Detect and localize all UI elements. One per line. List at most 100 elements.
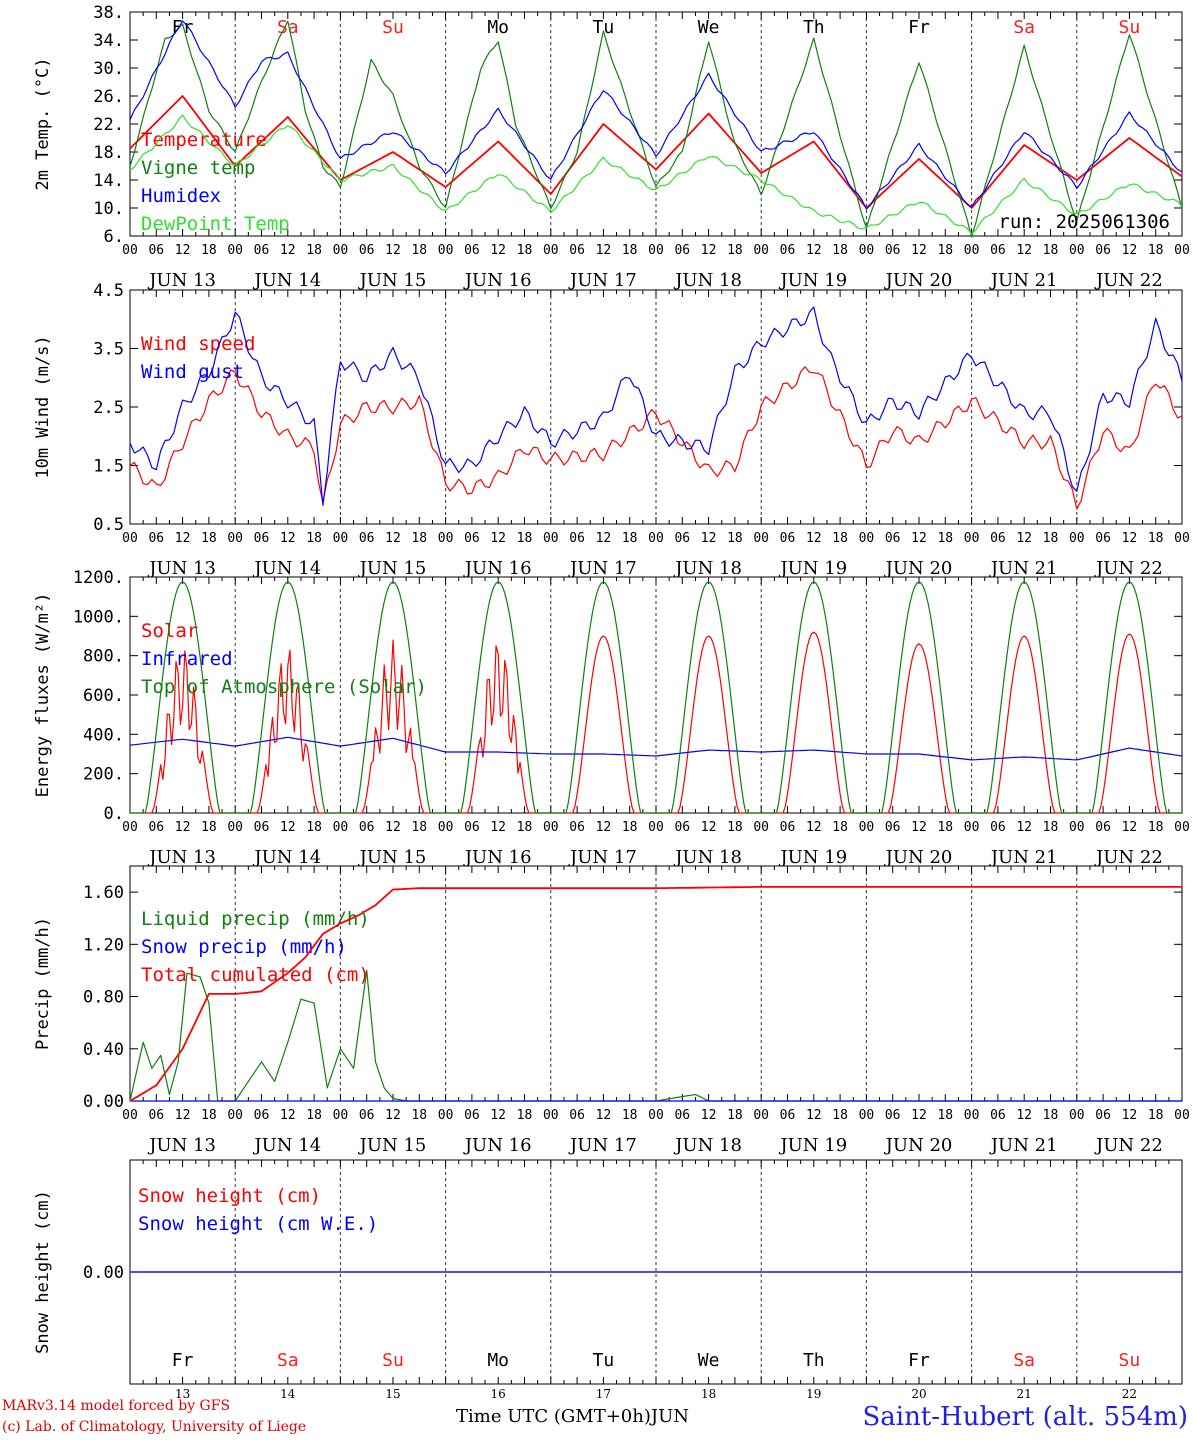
date-label: JUN 20 (884, 1135, 953, 1156)
date-label: JUN 14 (252, 1135, 321, 1156)
hour-tick-label: 12 (1016, 243, 1032, 258)
date-label: JUN 17 (568, 847, 637, 868)
y-tick-label: 26. (93, 87, 124, 107)
series-line-2-1 (129, 736, 1183, 761)
hour-tick-label: 12 (1122, 1108, 1138, 1123)
hour-tick-label: 12 (385, 1108, 401, 1123)
date-label: JUN 16 (463, 270, 532, 291)
y-tick-label: 800. (83, 647, 124, 667)
y-tick-label: 30. (93, 59, 124, 79)
hour-tick-label: 18 (832, 243, 848, 258)
hour-tick-label: 18 (727, 1108, 743, 1123)
hour-tick-label: 00 (1174, 243, 1190, 258)
hour-tick-label: 00 (333, 243, 349, 258)
hour-tick-label: 00 (1069, 243, 1085, 258)
y-axis-label: Snow height (cm) (33, 1190, 53, 1354)
day-number-label: 16 (491, 1387, 506, 1401)
hour-tick-label: 18 (517, 531, 533, 546)
y-tick-label: 6. (104, 227, 124, 247)
hour-tick-label: 00 (438, 820, 454, 835)
hour-tick-label: 18 (1043, 1108, 1059, 1123)
hour-tick-label: 06 (780, 243, 796, 258)
hour-tick-label: 12 (1016, 531, 1032, 546)
hour-tick-label: 00 (438, 243, 454, 258)
hour-tick-label: 18 (517, 243, 533, 258)
station-name: Saint-Hubert (alt. 554m) (862, 1402, 1188, 1432)
date-label: JUN 13 (147, 558, 216, 579)
day-number-label: 13 (175, 1387, 190, 1401)
weekday-label: Fr (908, 17, 930, 38)
hour-tick-label: 06 (780, 820, 796, 835)
y-tick-label: 1.20 (83, 935, 124, 955)
date-label: JUN 17 (568, 558, 637, 579)
hour-tick-label: 12 (911, 1108, 927, 1123)
hour-tick-label: 06 (990, 1108, 1006, 1123)
hour-tick-label: 12 (385, 531, 401, 546)
hour-tick-label: 06 (148, 1108, 164, 1123)
hour-tick-label: 12 (490, 820, 506, 835)
hour-tick-label: 00 (964, 820, 980, 835)
hour-tick-label: 18 (306, 243, 322, 258)
y-tick-label: 0.40 (83, 1040, 124, 1060)
hour-tick-label: 12 (175, 243, 191, 258)
y-tick-label: 0. (104, 804, 124, 824)
x-axis-month: JUN (650, 1406, 690, 1427)
date-label: JUN 14 (252, 558, 321, 579)
hour-tick-label: 00 (543, 820, 559, 835)
hour-tick-label: 06 (359, 243, 375, 258)
panel-4: 0.00 0.40 0.80 1.20 1.60 Precip (mm/h) 00 06 12 1… (33, 865, 1190, 1156)
hour-tick-label: 00 (964, 531, 980, 546)
y-axis-label: 2m Temp. (°C) (33, 57, 53, 190)
series-line-0-3 (129, 114, 1183, 235)
date-label: JUN 18 (673, 270, 742, 291)
legend-entry: Snow height (cm) (138, 1185, 321, 1207)
y-tick-label: 2.5 (93, 398, 124, 418)
hour-tick-label: 00 (227, 243, 243, 258)
hour-tick-label: 00 (859, 820, 875, 835)
day-number-label: 18 (701, 1387, 716, 1401)
y-tick-label: 600. (83, 686, 124, 706)
hour-tick-label: 06 (885, 243, 901, 258)
hour-tick-label: 06 (254, 820, 270, 835)
day-number-label: 15 (385, 1387, 400, 1401)
hour-tick-label: 12 (280, 820, 296, 835)
hour-tick-label: 18 (1148, 243, 1164, 258)
hour-tick-label: 00 (964, 243, 980, 258)
date-label: JUN 17 (568, 1135, 637, 1156)
weekday-label: Su (382, 17, 404, 38)
hour-tick-label: 00 (438, 531, 454, 546)
hour-tick-label: 18 (201, 243, 217, 258)
hour-tick-label: 00 (753, 243, 769, 258)
panel-3: 0. 200. 400. 600. 800. 1000. 1200. Energy fluxe… (33, 568, 1190, 868)
hour-tick-label: 18 (1148, 1108, 1164, 1123)
date-label: JUN 19 (778, 1135, 847, 1156)
hour-tick-label: 00 (859, 1108, 875, 1123)
y-tick-label: 4.5 (93, 281, 124, 301)
date-label: JUN 14 (252, 270, 321, 291)
hour-tick-label: 12 (175, 531, 191, 546)
hour-tick-label: 00 (438, 1108, 454, 1123)
y-axis-label: Precip (mm/h) (33, 917, 53, 1050)
hour-tick-label: 06 (359, 820, 375, 835)
y-tick-label: 0.80 (83, 988, 124, 1008)
hour-tick-label: 00 (227, 531, 243, 546)
x-axis-title: Time UTC (GMT+0h)JUN (456, 1406, 689, 1427)
hour-tick-label: 06 (1095, 1108, 1111, 1123)
panel-5: 0.00 Snow height (cm) Fr 13 Sa 14 Su 15 Mo 16 Tu 17… (33, 1159, 1183, 1401)
hour-tick-label: 06 (569, 243, 585, 258)
hour-tick-label: 18 (306, 531, 322, 546)
hour-tick-label: 00 (753, 820, 769, 835)
y-tick-label: 0.00 (83, 1263, 124, 1283)
hour-tick-label: 00 (1174, 820, 1190, 835)
hour-tick-label: 12 (490, 531, 506, 546)
hour-tick-label: 18 (622, 243, 638, 258)
hour-tick-label: 06 (464, 1108, 480, 1123)
hour-tick-label: 00 (859, 531, 875, 546)
series-line-0-2 (129, 20, 1183, 210)
day-number-label: 21 (1017, 1387, 1032, 1401)
date-label: JUN 15 (358, 1135, 427, 1156)
hour-tick-label: 12 (280, 1108, 296, 1123)
hour-tick-label: 12 (911, 531, 927, 546)
y-tick-label: 34. (93, 31, 124, 51)
hour-tick-label: 00 (1069, 531, 1085, 546)
